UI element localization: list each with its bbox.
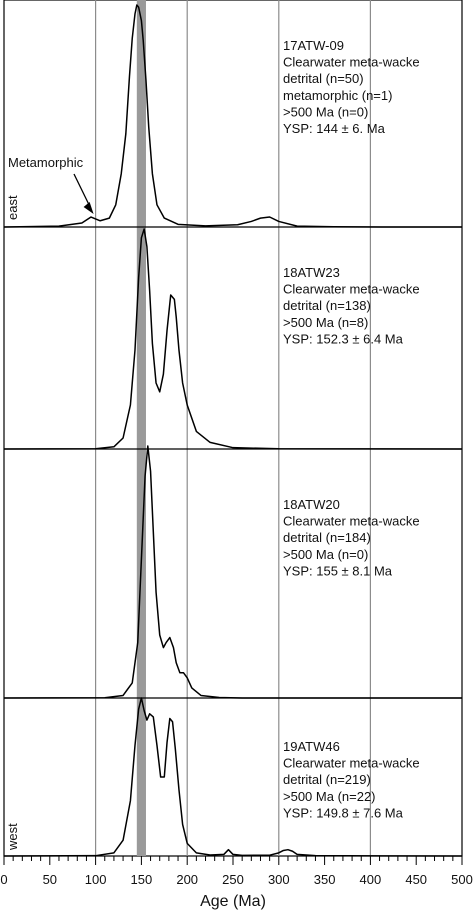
sample-info-line: 18ATW20: [283, 497, 340, 512]
x-tick-label: 100: [85, 872, 107, 887]
x-tick-label: 300: [268, 872, 290, 887]
sample-info-line: YSP: 152.3 ± 6.4 Ma: [283, 331, 404, 346]
sample-info-line: Clearwater meta-wacke: [283, 514, 420, 529]
metamorphic-arrow: [73, 173, 92, 209]
x-tick-label: 250: [222, 872, 244, 887]
x-tick-label: 350: [314, 872, 336, 887]
sample-info-line: 17ATW-09: [283, 38, 344, 53]
x-tick-label: 450: [405, 872, 427, 887]
side-label-west: west: [5, 823, 20, 851]
sample-info-line: detrital (n=138): [283, 298, 371, 313]
sample-info-line: detrital (n=219): [283, 772, 371, 787]
metamorphic-annotation: Metamorphic: [8, 155, 94, 214]
density-curve-18ATW20: [3, 445, 462, 699]
sample-info-line: Clearwater meta-wacke: [283, 282, 420, 297]
x-tick-label: 50: [43, 872, 57, 887]
density-curve-18ATW23: [3, 228, 463, 450]
side-label-east: east: [5, 195, 20, 220]
sample-info-line: 19ATW46: [283, 739, 340, 754]
x-tick-label: 200: [176, 872, 198, 887]
plot-frame: [3, 0, 463, 857]
sample-info-line: >500 Ma (n=0): [283, 104, 368, 119]
density-curve-19ATW46: [3, 697, 463, 857]
sample-info-line: detrital (n=184): [283, 530, 371, 545]
sample-info-line: YSP: 149.8 ± 7.6 Ma: [283, 805, 404, 820]
density-curve-17ATW-09: [3, 4, 462, 228]
sample-info-line: Clearwater meta-wacke: [283, 756, 420, 771]
sample-info-line: 18ATW23: [283, 265, 340, 280]
sample-info-line: YSP: 155 ± 8.1 Ma: [283, 563, 393, 578]
x-axis-label: Age (Ma): [200, 893, 266, 910]
x-tick-label: 150: [131, 872, 153, 887]
sample-info-line: >500 Ma (n=8): [283, 315, 368, 330]
sample-info-line: YSP: 144 ± 6. Ma: [283, 121, 386, 136]
sample-info-line: metamorphic (n=1): [283, 88, 392, 103]
metamorphic-arrow-head: [83, 202, 94, 214]
x-tick-label: 400: [360, 872, 382, 887]
sample-info-line: Clearwater meta-wacke: [283, 55, 420, 70]
sample-info-line: >500 Ma (n=22): [283, 789, 376, 804]
sample-info-line: detrital (n=50): [283, 71, 364, 86]
x-tick-label: 500: [451, 872, 473, 887]
sample-info-line: >500 Ma (n=0): [283, 547, 368, 562]
grid-layer: [94, 0, 371, 856]
metamorphic-annotation-label: Metamorphic: [8, 155, 84, 170]
highlight-band: [136, 0, 146, 856]
axis-layer: 0 50 100 150 200 250 300 350 400 450 500: [0, 856, 473, 887]
x-tick-label: 0: [0, 872, 7, 887]
